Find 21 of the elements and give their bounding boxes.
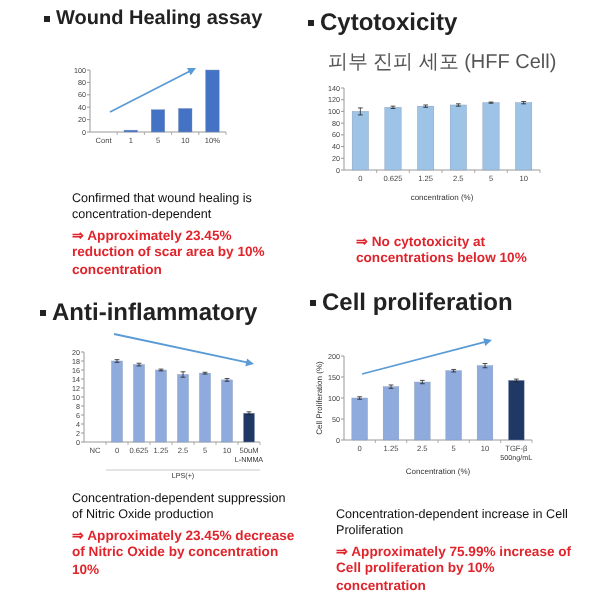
bar <box>221 379 233 443</box>
bar <box>155 369 167 443</box>
bar <box>205 69 220 133</box>
chart-title: Wound Healing assay <box>56 8 263 30</box>
bar <box>178 108 193 133</box>
chart-title: Cytotoxicity <box>320 8 458 36</box>
bar <box>445 370 462 441</box>
bar <box>243 413 255 443</box>
bar <box>199 372 211 443</box>
bar <box>177 374 189 443</box>
chart-subtitle: 피부 진피 세포 (HFF Cell) <box>327 52 557 74</box>
chart-title: Cell proliferation <box>322 288 513 316</box>
bar <box>414 381 431 441</box>
bar <box>476 365 494 441</box>
bar <box>508 380 525 441</box>
bar <box>133 364 145 443</box>
bar <box>111 360 123 443</box>
bar <box>382 386 400 441</box>
chart-title: Anti-inflammatory <box>52 298 258 326</box>
bar <box>151 109 165 133</box>
bar <box>351 397 368 441</box>
